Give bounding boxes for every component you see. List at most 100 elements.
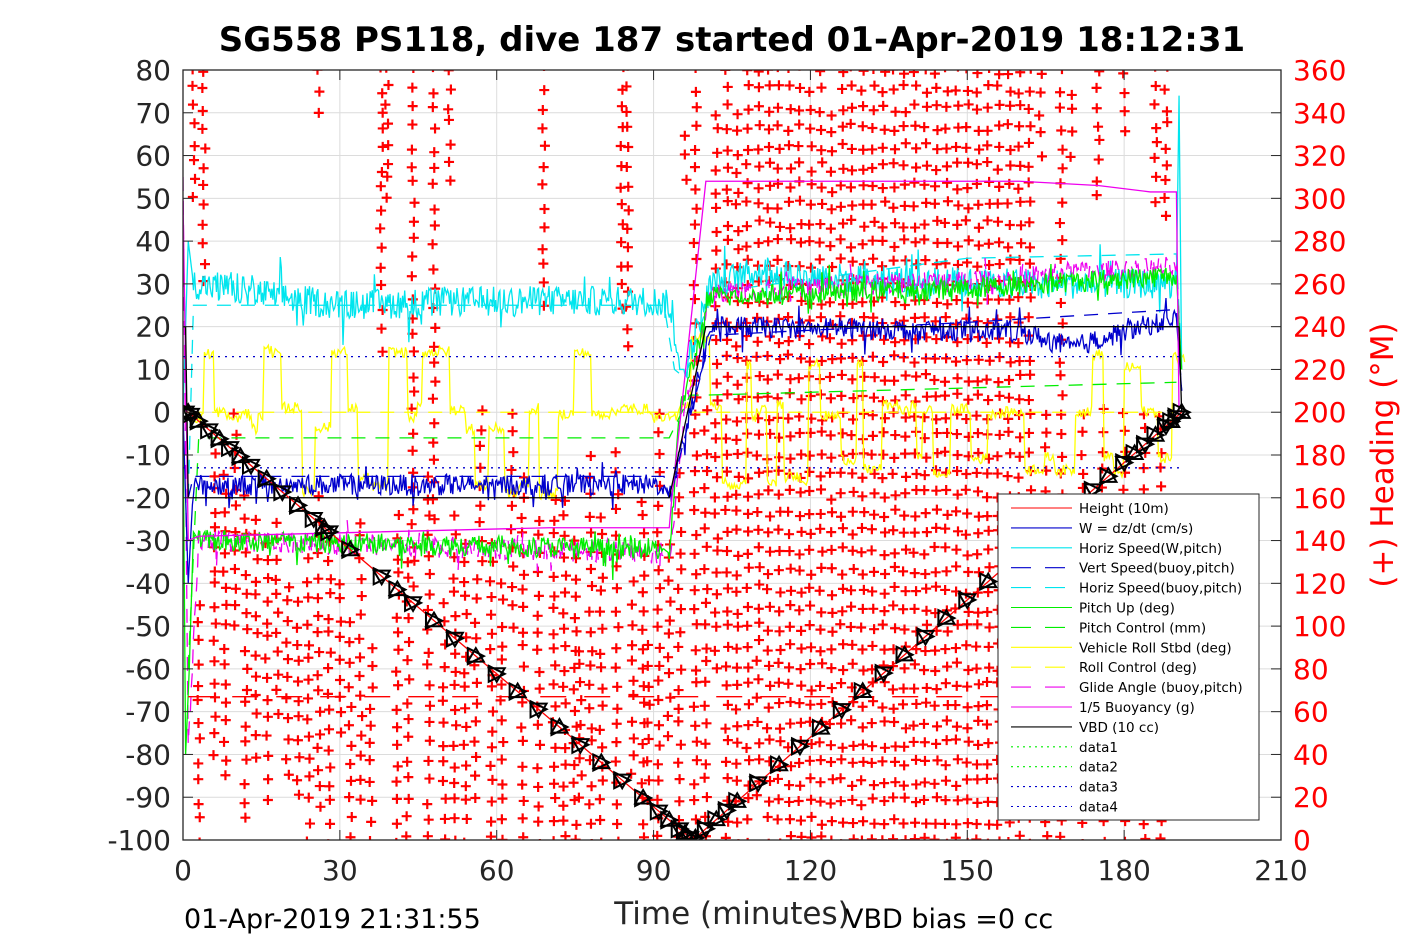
heading-marker (710, 110, 721, 121)
heading-marker (732, 379, 743, 390)
heading-marker (911, 371, 922, 382)
heading-marker (594, 724, 605, 735)
heading-marker (1091, 190, 1102, 201)
heading-marker (919, 485, 930, 496)
heading-marker (459, 681, 470, 692)
heading-marker (962, 794, 973, 805)
heading-marker (1015, 196, 1026, 207)
heading-marker (380, 99, 391, 110)
heading-marker (315, 729, 326, 740)
heading-marker (664, 668, 675, 679)
heading-marker (354, 670, 365, 681)
heading-marker (867, 163, 878, 174)
heading-marker (826, 110, 837, 121)
y-right-tick-label: 80 (1293, 653, 1329, 686)
legend-label: data2 (1079, 760, 1118, 776)
legend: Height (10m)W = dz/dt (cm/s)Horiz Speed(… (997, 493, 1260, 821)
heading-marker (899, 741, 910, 752)
x-tick-label: 150 (941, 854, 994, 887)
heading-marker (597, 572, 608, 583)
heading-marker (961, 355, 972, 366)
heading-marker (898, 160, 909, 171)
heading-marker (785, 697, 796, 708)
heading-marker (190, 173, 201, 184)
heading-marker (548, 816, 559, 827)
heading-marker (898, 79, 909, 90)
heading-marker (856, 622, 867, 633)
heading-marker (722, 773, 733, 784)
heading-marker (973, 679, 984, 690)
heading-marker (250, 589, 261, 600)
heading-marker (804, 450, 815, 461)
heading-marker (712, 147, 723, 158)
heading-marker (642, 639, 653, 650)
depth-marker-right (571, 735, 591, 755)
heading-marker (731, 524, 742, 535)
y-left-tick-label: -30 (125, 525, 171, 558)
heading-marker (838, 218, 849, 229)
heading-marker (784, 546, 795, 557)
heading-marker (858, 144, 869, 155)
heading-marker (1076, 450, 1087, 461)
depth-marker-vertical (403, 596, 423, 613)
heading-marker (470, 617, 481, 628)
heading-marker (364, 737, 375, 748)
heading-marker (961, 468, 972, 479)
heading-marker (1016, 220, 1027, 231)
heading-marker (825, 756, 836, 767)
heading-marker (890, 504, 901, 515)
heading-marker (816, 426, 827, 437)
heading-marker (675, 604, 686, 615)
heading-marker (783, 413, 794, 424)
heading-marker (932, 238, 943, 249)
heading-marker (804, 219, 815, 230)
heading-marker (731, 775, 742, 786)
heading-marker (427, 494, 438, 505)
heading-marker (486, 628, 497, 639)
heading-marker (586, 723, 597, 734)
heading-marker (612, 819, 623, 830)
heading-marker (939, 390, 950, 401)
heading-marker (774, 432, 785, 443)
heading-marker (744, 755, 755, 766)
depth-marker-vertical (288, 495, 308, 512)
depth-marker-vertical (549, 717, 570, 734)
heading-marker (665, 692, 676, 703)
heading-marker (1057, 451, 1068, 462)
heading-marker (743, 662, 754, 673)
heading-marker (712, 358, 723, 369)
heading-marker (284, 582, 295, 593)
heading-marker (401, 811, 412, 822)
heading-marker (804, 509, 815, 520)
heading-marker (890, 106, 901, 117)
heading-marker (804, 582, 815, 593)
heading-marker (689, 585, 700, 596)
heading-marker (921, 332, 932, 343)
heading-marker (880, 70, 891, 77)
depth-marker-vertical (230, 446, 251, 464)
heading-marker (960, 529, 971, 540)
heading-marker (869, 80, 880, 91)
heading-marker (983, 525, 994, 536)
heading-marker (474, 517, 485, 528)
heading-marker (931, 334, 942, 345)
heading-marker (857, 569, 868, 580)
heading-marker (930, 666, 941, 677)
heading-marker (449, 510, 460, 521)
heading-marker (1035, 127, 1046, 138)
heading-marker (919, 219, 930, 230)
heading-marker (743, 699, 754, 710)
heading-marker (408, 216, 419, 227)
depth-marker-vertical (811, 718, 831, 735)
heading-marker (869, 488, 880, 499)
heading-marker (653, 500, 664, 511)
heading-marker (785, 563, 796, 574)
heading-marker (559, 666, 570, 677)
heading-marker (732, 608, 743, 619)
heading-marker (731, 704, 742, 715)
heading-marker (681, 174, 692, 185)
heading-marker (1054, 357, 1065, 368)
heading-marker (775, 736, 786, 747)
heading-marker (785, 374, 796, 385)
heading-marker (826, 683, 837, 694)
